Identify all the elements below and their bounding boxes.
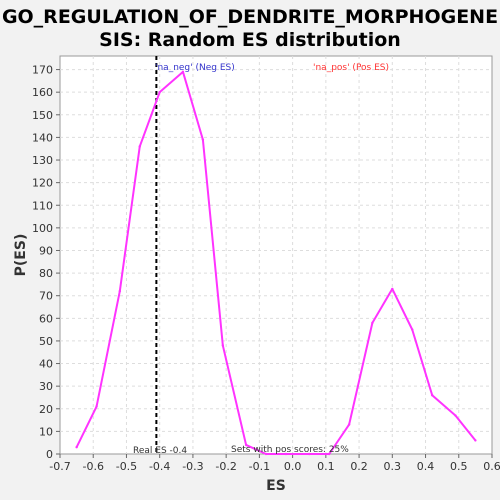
x-tick-label: 0.3: [384, 460, 402, 473]
x-tick-label: 0.5: [450, 460, 468, 473]
pos-es-label: 'na_pos' (Pos ES): [313, 63, 389, 73]
series-point: [454, 414, 457, 417]
y-tick-label: 130: [32, 154, 53, 167]
y-tick-label: 160: [32, 86, 53, 99]
y-tick-label: 120: [32, 177, 53, 190]
series-point: [244, 443, 248, 447]
y-tick-label: 140: [32, 131, 53, 144]
x-tick-label: -0.4: [149, 460, 170, 473]
y-tick-label: 90: [39, 244, 53, 257]
y-tick-label: 100: [32, 222, 53, 235]
y-tick-label: 70: [39, 290, 53, 303]
series-point: [327, 452, 331, 456]
real-es-label: Real ES -0.4: [133, 446, 187, 456]
y-tick-label: 110: [32, 199, 53, 212]
series-point: [138, 145, 141, 148]
y-tick-label: 20: [39, 403, 53, 416]
x-axis-label: ES: [266, 478, 286, 494]
neg-es-label: 'na_neg' (Neg ES): [155, 63, 235, 73]
series-point: [347, 423, 351, 426]
x-tick-label: 0.6: [483, 460, 500, 473]
series-line: [75, 70, 477, 455]
x-tick-label: 0.0: [284, 460, 302, 473]
series-point: [308, 452, 311, 456]
pos-scores-label: Sets with pos scores: 25%: [231, 445, 349, 455]
series-point: [430, 394, 434, 397]
series-point: [371, 321, 374, 325]
y-tick-label: 0: [46, 448, 53, 461]
chart-title-line-2: SIS: Random ES distribution: [99, 29, 401, 51]
series-point: [95, 405, 98, 408]
y-tick-label: 150: [32, 109, 53, 122]
series-layer: [75, 70, 477, 456]
series-point: [474, 439, 477, 442]
x-tick-label: -0.6: [82, 460, 103, 473]
grid-lines: [60, 56, 492, 454]
axis-ticks: -0.7 -0.6 -0.5 -0.4 -0.3 -0.2 -0.1 0.0 0.1 0.2 0.3…: [32, 64, 500, 473]
y-tick-label: 30: [39, 380, 53, 393]
series-point: [181, 70, 185, 74]
series-point: [201, 138, 205, 141]
x-tick-label: -0.5: [116, 460, 137, 473]
x-tick-label: -0.2: [215, 460, 236, 473]
series-point: [75, 446, 78, 449]
y-tick-label: 50: [39, 335, 53, 348]
chart-title-line-1: GO_REGULATION_OF_DENDRITE_MORPHOGENE: [2, 6, 498, 28]
y-axis-label: P(ES): [13, 234, 29, 277]
y-tick-label: 170: [32, 64, 53, 77]
series-point: [411, 328, 414, 331]
y-tick-label: 40: [39, 358, 53, 371]
series-point: [118, 289, 122, 293]
plot-area: [59, 55, 493, 455]
x-tick-label: 0.2: [350, 460, 368, 473]
y-tick-label: 80: [39, 267, 53, 280]
x-tick-label: -0.3: [182, 460, 203, 473]
x-tick-label: 0.1: [317, 460, 335, 473]
x-tick-label: -0.7: [49, 460, 70, 473]
series-point: [221, 344, 225, 347]
y-tick-label: 60: [39, 312, 53, 325]
series-point: [264, 452, 268, 456]
x-tick-label: -0.1: [249, 460, 270, 473]
y-tick-label: 10: [39, 425, 53, 438]
series-point: [391, 287, 394, 291]
series-point: [284, 452, 288, 456]
series-point: [158, 90, 161, 94]
x-tick-label: 0.4: [417, 460, 435, 473]
